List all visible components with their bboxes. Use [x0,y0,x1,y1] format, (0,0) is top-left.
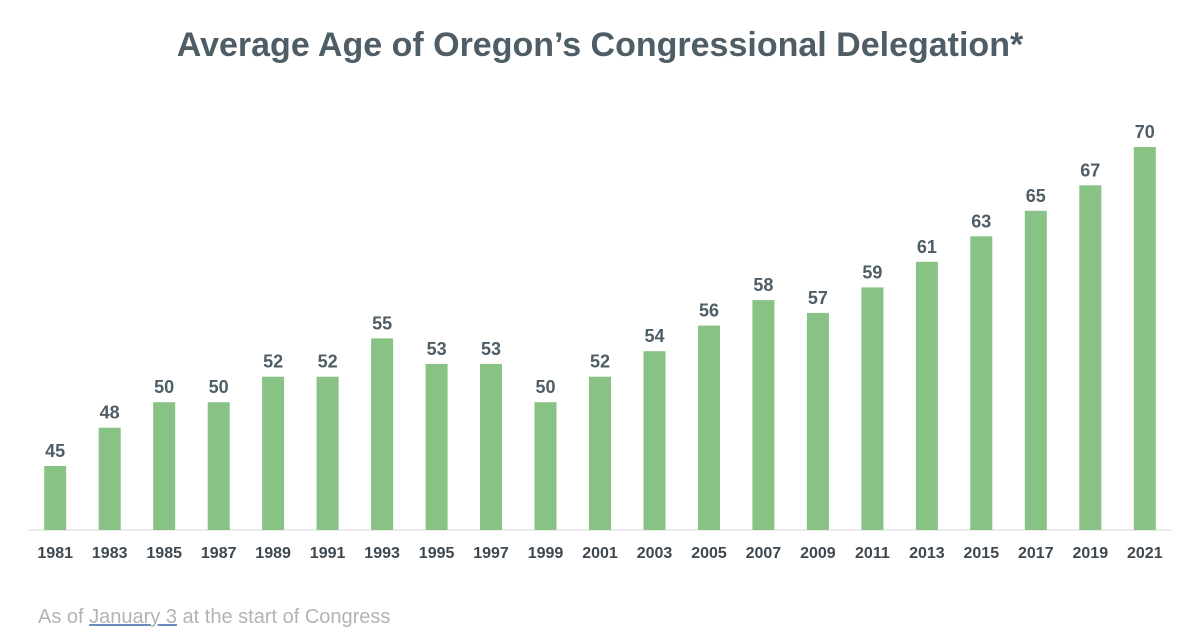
x-tick-label-1985: 1985 [146,545,182,562]
footnote-prefix: As of [38,606,90,628]
tick-labels-group: 1981 1983 1985 1987 1989 1991 1993 1995 1997 1999… [37,545,1162,562]
value-label-2017: 65 [1026,186,1046,206]
x-tick-label-1999: 1999 [528,545,564,562]
x-tick-label-2007: 2007 [746,545,782,562]
value-label-1985: 50 [154,377,174,397]
value-label-1991: 52 [318,352,338,372]
x-tick-label-1989: 1989 [255,545,291,562]
value-label-2005: 56 [699,301,719,321]
bar-2001 [589,376,611,530]
x-tick-label-2015: 2015 [964,545,1000,562]
bar-2007 [752,300,775,530]
bar-2015 [970,236,993,531]
x-tick-label-2013: 2013 [909,545,945,562]
x-tick-label-1993: 1993 [364,545,400,562]
bar-chart: 45 48 50 50 52 52 55 53 53 50 52 54 56 58 57 59 61 63 65 67… [28,122,1172,562]
footnote-suffix: at the start of Congress [176,606,391,628]
footnote: As of January 3 at the start of Congress [38,606,390,629]
bar-1993 [371,338,394,530]
bar-1981 [44,466,67,530]
value-label-1987: 50 [209,377,229,397]
x-tick-label-2021: 2021 [1127,545,1163,562]
value-label-2009: 57 [808,288,828,308]
bar-2011 [861,287,884,530]
value-label-2003: 54 [644,326,664,346]
value-label-2021: 70 [1135,122,1155,142]
value-label-1981: 45 [45,441,65,461]
bar-1999 [534,402,557,530]
value-label-1995: 53 [427,339,447,359]
bar-1995 [425,363,448,530]
x-tick-label-1981: 1981 [37,545,73,562]
bar-2013 [915,261,938,530]
x-tick-label-1995: 1995 [419,545,455,562]
x-tick-label-2005: 2005 [691,545,727,562]
bar-2017 [1024,210,1047,531]
value-label-1989: 52 [263,352,283,372]
x-tick-label-2009: 2009 [800,545,836,562]
value-label-1999: 50 [535,377,555,397]
value-label-2011: 59 [862,262,882,282]
value-label-2019: 67 [1080,160,1100,180]
value-label-2007: 58 [753,275,773,295]
bar-1985 [153,402,176,530]
footnote-date-link[interactable]: January 3 [89,606,177,628]
value-label-1983: 48 [100,403,120,423]
bar-2005 [698,325,720,530]
value-label-1993: 55 [372,313,392,333]
bar-1997 [480,363,502,530]
bar-2019 [1079,185,1102,531]
x-tick-label-1997: 1997 [473,545,509,562]
bar-2003 [643,351,666,530]
x-tick-label-2011: 2011 [855,545,890,562]
bar-1983 [98,427,121,530]
x-tick-label-2017: 2017 [1018,545,1054,562]
bar-1989 [262,376,285,530]
value-label-2015: 63 [971,211,991,231]
bar-1991 [316,376,339,530]
chart-title: Average Age of Oregon’s Congressional De… [176,26,1024,64]
value-labels-group: 45 48 50 50 52 52 55 53 53 50 52 54 56 58 57 59 61 63 65 67… [45,122,1155,461]
x-tick-label-2003: 2003 [637,545,673,562]
x-tick-label-2001: 2001 [582,545,618,562]
value-label-1997: 53 [481,339,501,359]
value-label-2001: 52 [590,352,610,372]
bar-2021 [1133,147,1156,530]
x-tick-label-1991: 1991 [310,545,346,562]
bar-2009 [806,312,829,530]
x-tick-label-1983: 1983 [92,545,128,562]
bar-1987 [207,402,230,530]
x-tick-label-1987: 1987 [201,545,237,562]
bars-group [44,147,1156,531]
x-tick-label-2019: 2019 [1073,545,1109,562]
value-label-2013: 61 [917,237,937,257]
